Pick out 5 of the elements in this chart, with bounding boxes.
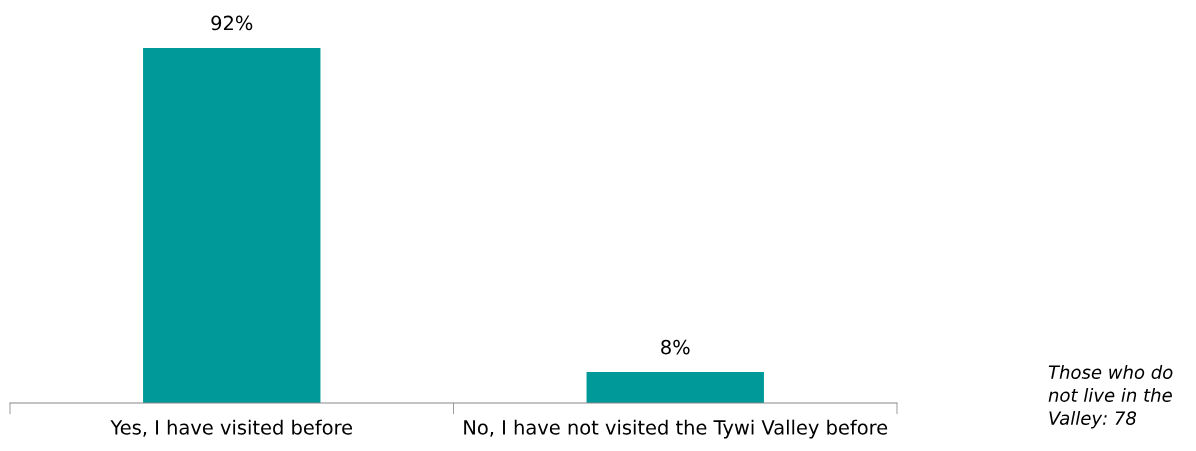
x-tick-label: Yes, I have visited before — [110, 419, 353, 437]
data-label: 92% — [211, 15, 253, 31]
data-label: 8% — [661, 339, 690, 355]
x-tick-label: No, I have not visited the Tywi Valley before — [464, 419, 888, 439]
text: Those who do not live in the Valley: 78 — [1048, 365, 1173, 429]
